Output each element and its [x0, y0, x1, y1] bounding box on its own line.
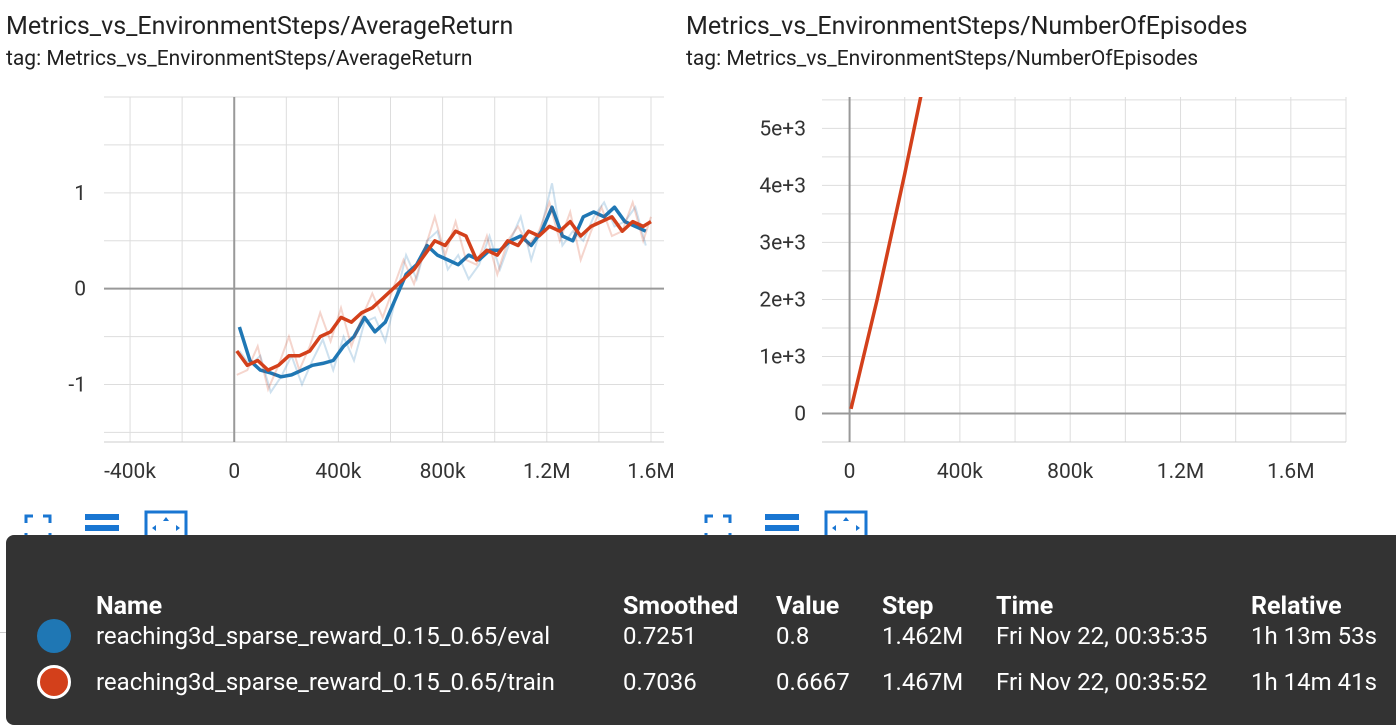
- tooltip-row-step: 1.462M: [882, 622, 964, 650]
- series-color-swatch: [37, 619, 71, 653]
- chart-title: Metrics_vs_EnvironmentSteps/NumberOfEpis…: [686, 12, 1248, 41]
- tooltip-row-name: reaching3d_sparse_reward_0.15_0.65/train: [96, 668, 555, 696]
- y-tick-label: 3e+3: [759, 231, 806, 255]
- header-name: Name: [96, 592, 163, 621]
- series-line: [849, 97, 923, 410]
- x-tick-label: 400k: [937, 460, 983, 484]
- tooltip-row-value: 0.8: [776, 622, 810, 650]
- y-tick-label: 1: [74, 182, 86, 206]
- y-tick-label: -1: [68, 374, 86, 398]
- series-group: [235, 199, 652, 393]
- series-color-swatch: [37, 665, 71, 699]
- x-tick-label: 800k: [420, 460, 466, 484]
- tooltip-row-step: 1.467M: [882, 668, 964, 696]
- series-group: [849, 97, 923, 410]
- y-tick-label: 0: [74, 278, 86, 302]
- header-smoothed: Smoothed: [623, 592, 739, 621]
- x-tick-label: 1.6M: [1267, 460, 1314, 484]
- chart-card-number-of-episodes: 0 400k 800k 1.2M 1.6M 5e+3 4e+3 3e+3 2e+3 1e+3 0 M…: [680, 0, 1396, 530]
- x-tick-label: 0: [844, 460, 856, 484]
- tooltip-row-value: 0.6667: [776, 668, 850, 696]
- x-tick-label: 1.2M: [523, 460, 570, 484]
- y-tick-label: 5e+3: [759, 117, 806, 141]
- tooltip-row-time: Fri Nov 22, 00:35:35: [996, 622, 1208, 650]
- y-tick-label: 0: [794, 402, 806, 426]
- y-tick-label: 4e+3: [759, 174, 806, 198]
- x-tick-label: 800k: [1047, 460, 1093, 484]
- fullscreen-icon[interactable]: [696, 506, 740, 550]
- hover-tooltip: [6, 535, 1396, 725]
- series-line: [235, 215, 652, 372]
- tooltip-row-time: Fri Nov 22, 00:35:52: [996, 668, 1208, 696]
- x-tick-label: 400k: [315, 460, 361, 484]
- chart-tag: tag: Metrics_vs_EnvironmentSteps/Average…: [6, 47, 473, 71]
- header-step: Step: [882, 592, 934, 621]
- x-tick-label: 1.2M: [1157, 460, 1204, 484]
- chart-title: Metrics_vs_EnvironmentSteps/AverageRetur…: [6, 12, 514, 41]
- series-group: [237, 183, 647, 395]
- header-time: Time: [996, 592, 1054, 621]
- x-tick-label: -400k: [104, 460, 156, 484]
- tooltip-row-smoothed: 0.7251: [623, 622, 697, 650]
- tooltip-row-relative: 1h 13m 53s: [1251, 622, 1377, 650]
- series-raw-line: [238, 183, 647, 395]
- divider: [0, 632, 8, 633]
- y-tick-label: 2e+3: [759, 288, 806, 312]
- grid: [104, 96, 664, 442]
- chart-card-average-return: -400k 0 400k 800k 1.2M 1.6M 1 0 -1 Metrics_vs_En…: [0, 0, 680, 530]
- tooltip-row-name: reaching3d_sparse_reward_0.15_0.65/eval: [96, 622, 551, 650]
- x-tick-label: 0: [228, 460, 240, 484]
- number-of-episodes-plot[interactable]: 0 400k 800k 1.2M 1.6M 5e+3 4e+3 3e+3 2e+3 1e+3 0: [680, 0, 1396, 500]
- x-tick-label: 1.6M: [627, 460, 674, 484]
- fullscreen-icon[interactable]: [16, 506, 60, 550]
- tooltip-row-relative: 1h 14m 41s: [1251, 668, 1377, 696]
- average-return-plot[interactable]: -400k 0 400k 800k 1.2M 1.6M 1 0 -1: [0, 0, 680, 500]
- chart-tag: tag: Metrics_vs_EnvironmentSteps/NumberO…: [686, 47, 1199, 71]
- tooltip-row-smoothed: 0.7036: [623, 668, 697, 696]
- header-relative: Relative: [1251, 592, 1342, 621]
- series-line: [237, 205, 647, 379]
- header-value: Value: [776, 592, 840, 621]
- grid: [822, 97, 1347, 443]
- y-tick-label: 1e+3: [759, 345, 806, 369]
